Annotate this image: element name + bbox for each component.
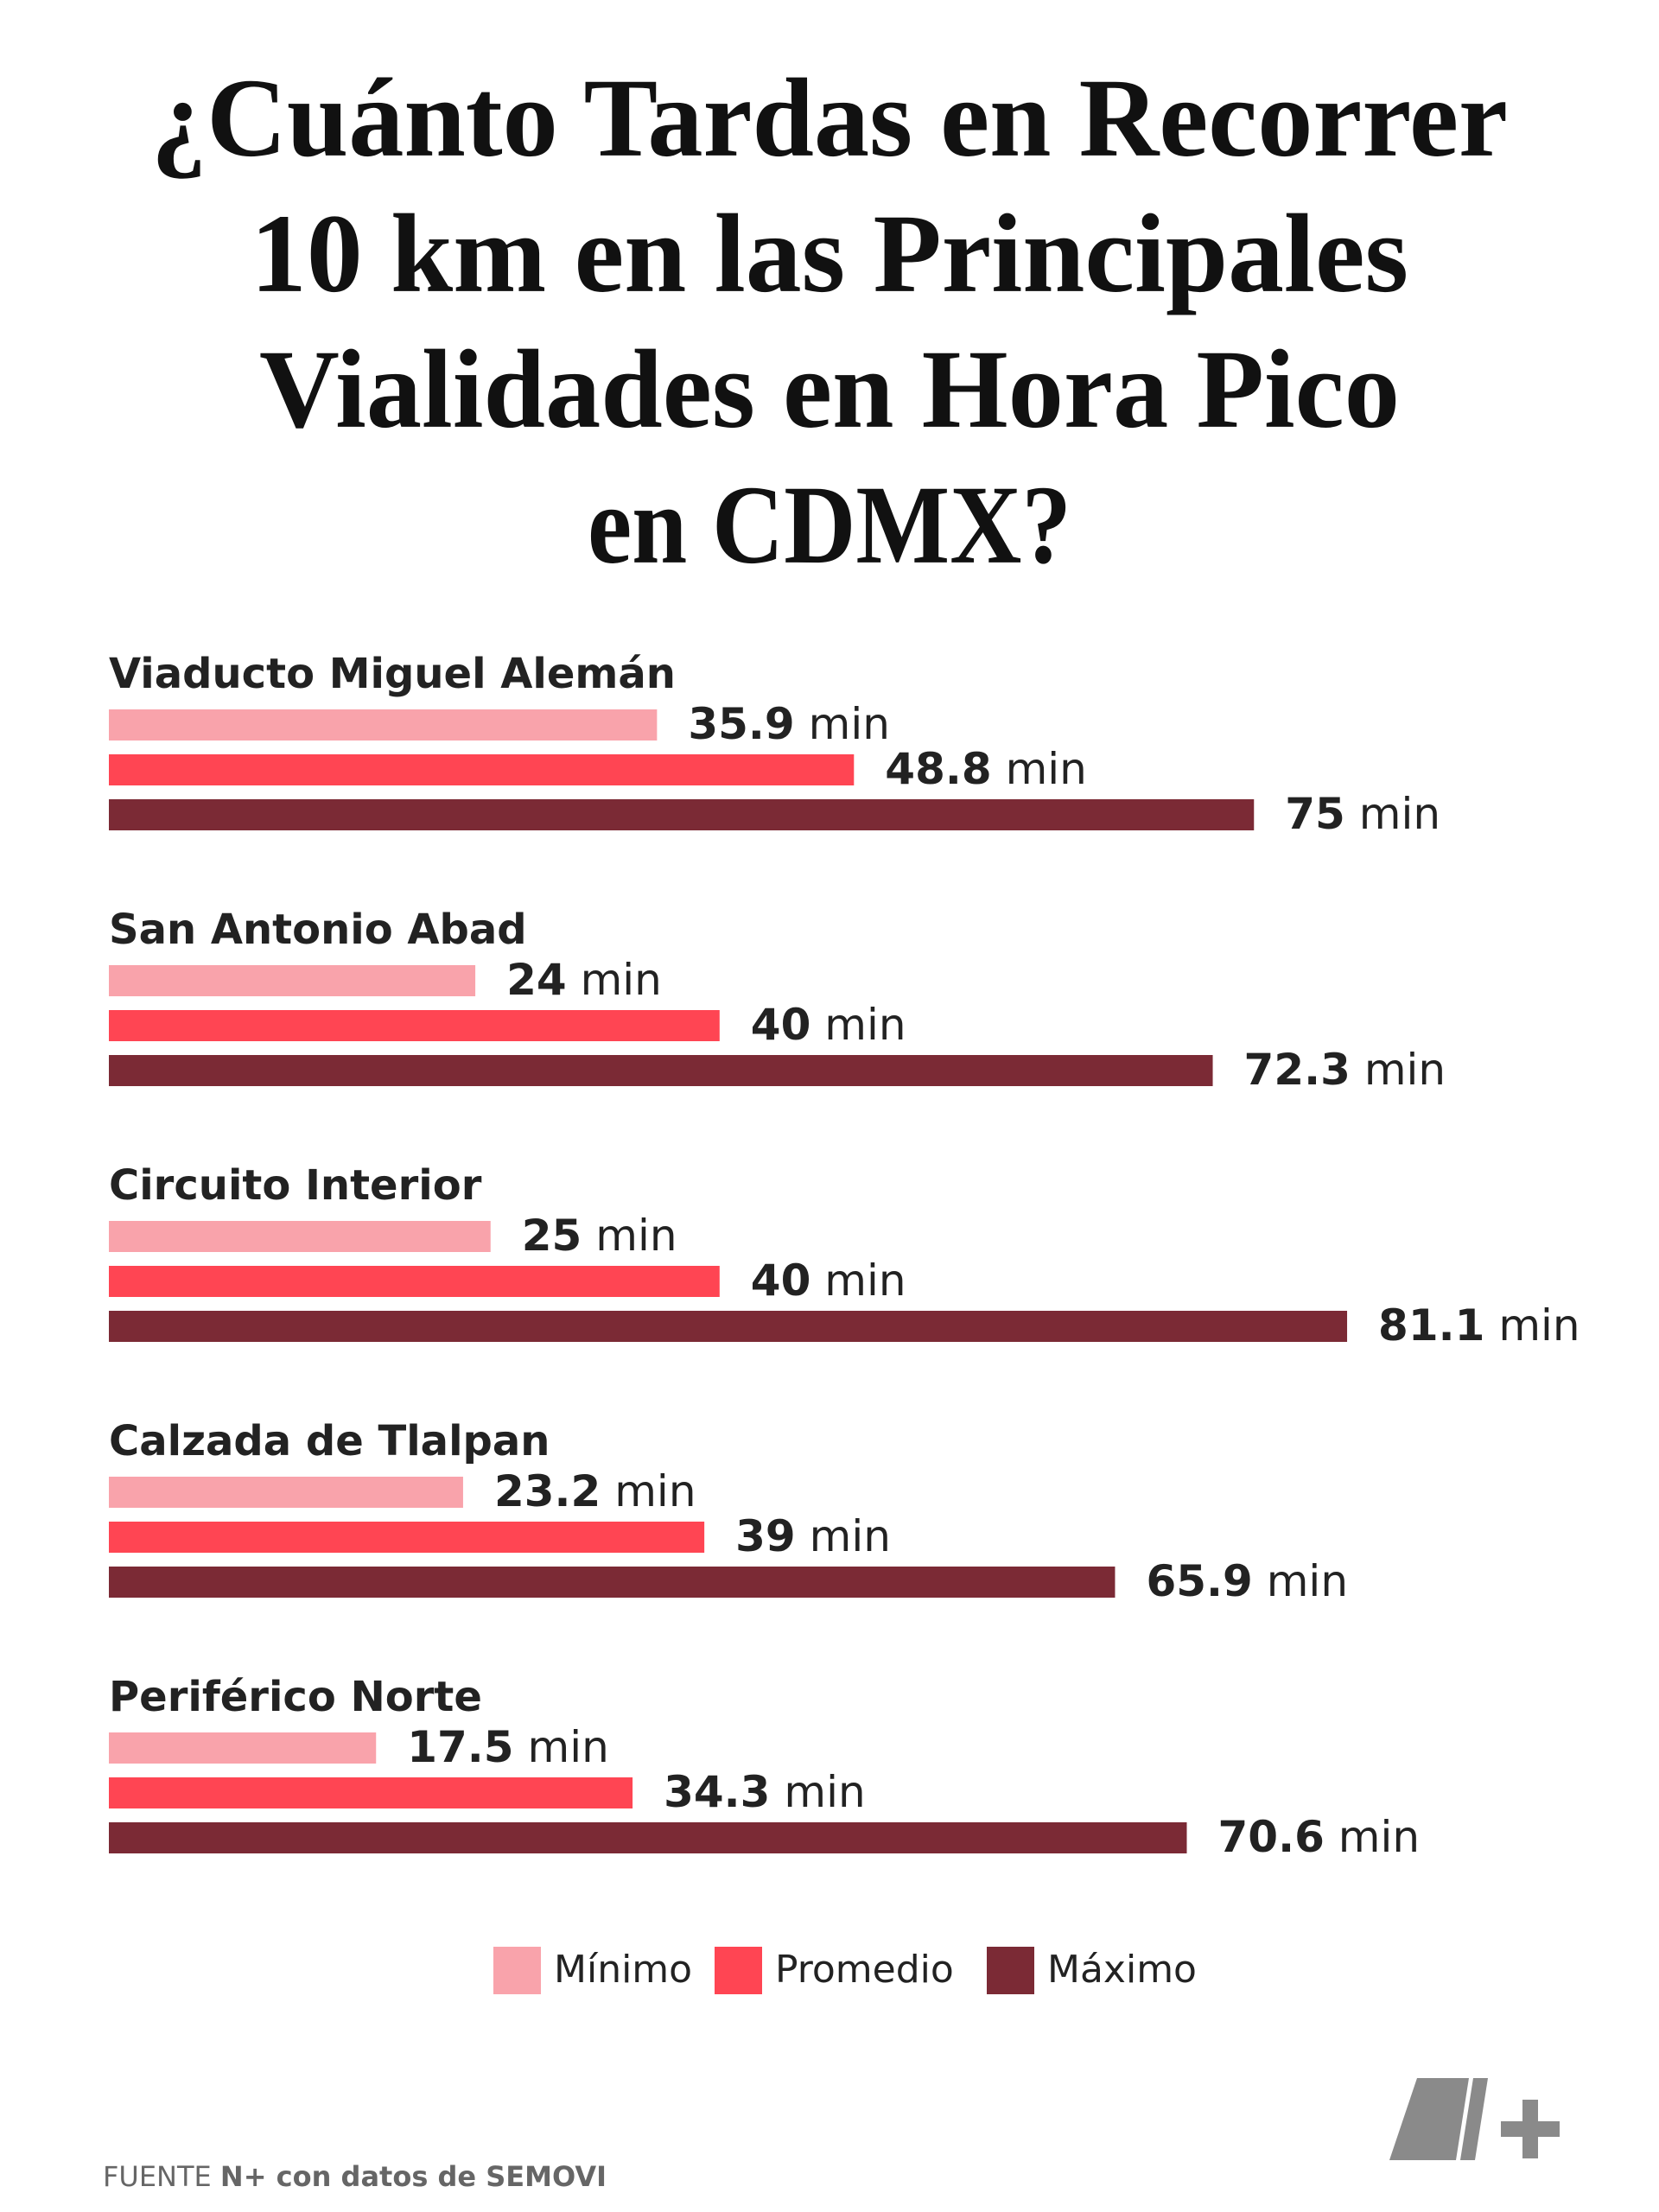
legend-swatch xyxy=(987,1947,1034,1994)
value-unit: min xyxy=(1006,744,1087,794)
value-unit: min xyxy=(1338,1812,1420,1862)
value-label: 17.5 min xyxy=(407,1722,609,1772)
value-label: 81.1 min xyxy=(1378,1300,1580,1351)
source-label: FUENTE xyxy=(103,2160,212,2193)
value-number: 34.3 xyxy=(664,1767,770,1817)
bar xyxy=(109,1266,720,1297)
value-number: 40 xyxy=(751,1000,811,1050)
value-unit: min xyxy=(824,1255,906,1306)
value-label: 35.9 min xyxy=(688,699,890,749)
value-label: 48.8 min xyxy=(885,744,1087,794)
legend-label: Promedio xyxy=(775,1948,954,1992)
value-number: 48.8 xyxy=(885,744,991,794)
logo-n xyxy=(1389,2078,1469,2160)
source-text: N+ con datos de SEMOVI xyxy=(220,2160,607,2193)
title-line: en CDMX? xyxy=(588,463,1071,588)
bar xyxy=(109,1522,705,1553)
source: FUENTE N+ con datos de SEMOVI xyxy=(103,2160,607,2193)
logo-n-bar xyxy=(1460,2078,1488,2160)
logo-plus-h xyxy=(1501,2121,1560,2137)
bar xyxy=(109,1010,720,1041)
value-unit: min xyxy=(614,1466,696,1516)
value-number: 40 xyxy=(751,1255,811,1306)
value-label: 70.6 min xyxy=(1218,1812,1421,1862)
value-unit: min xyxy=(824,1000,906,1050)
logo xyxy=(1389,2078,1560,2160)
value-number: 24 xyxy=(506,955,567,1005)
value-label: 40 min xyxy=(751,1255,906,1306)
value-label: 40 min xyxy=(751,1000,906,1050)
bar xyxy=(109,1567,1116,1598)
value-label: 75 min xyxy=(1285,789,1440,839)
value-unit: min xyxy=(784,1767,865,1817)
legend-label: Mínimo xyxy=(554,1948,692,1992)
value-number: 72.3 xyxy=(1244,1045,1351,1095)
bar xyxy=(109,1822,1187,1853)
value-number: 81.1 xyxy=(1378,1300,1484,1351)
bar xyxy=(109,1311,1348,1342)
title-line: ¿Cuánto Tardas en Recorrer xyxy=(151,56,1508,181)
value-label: 65.9 min xyxy=(1146,1556,1348,1606)
value-unit: min xyxy=(1359,789,1440,839)
bar xyxy=(109,1732,377,1764)
bar xyxy=(109,799,1255,830)
value-number: 65.9 xyxy=(1146,1556,1252,1606)
bar xyxy=(109,754,855,785)
value-unit: min xyxy=(1267,1556,1348,1606)
value-label: 23.2 min xyxy=(494,1466,696,1516)
category-label: Viaducto Miguel Alemán xyxy=(109,650,676,698)
value-number: 25 xyxy=(522,1211,582,1261)
value-label: 25 min xyxy=(522,1211,677,1261)
value-unit: min xyxy=(1498,1300,1580,1351)
value-number: 23.2 xyxy=(494,1466,601,1516)
value-unit: min xyxy=(809,699,890,749)
title-line: Vialidades en Hora Pico xyxy=(259,327,1400,452)
category-label: San Antonio Abad xyxy=(109,906,527,954)
value-label: 34.3 min xyxy=(664,1767,866,1817)
legend-label: Máximo xyxy=(1047,1948,1197,1992)
bar xyxy=(109,1221,491,1252)
title-line: 10 km en las Principales xyxy=(251,192,1408,316)
value-label: 39 min xyxy=(735,1511,891,1561)
bar xyxy=(109,965,476,996)
bar xyxy=(109,1055,1213,1086)
bar xyxy=(109,1777,633,1808)
bar xyxy=(109,1477,463,1508)
legend-swatch xyxy=(715,1947,762,1994)
value-number: 75 xyxy=(1285,789,1345,839)
value-number: 70.6 xyxy=(1218,1812,1325,1862)
value-unit: min xyxy=(528,1722,609,1772)
value-unit: min xyxy=(810,1511,891,1561)
category-label: Calzada de Tlalpan xyxy=(109,1417,550,1465)
value-number: 35.9 xyxy=(688,699,794,749)
value-unit: min xyxy=(1364,1045,1446,1095)
value-label: 72.3 min xyxy=(1244,1045,1446,1095)
value-unit: min xyxy=(581,955,662,1005)
value-number: 17.5 xyxy=(407,1722,513,1772)
value-number: 39 xyxy=(735,1511,796,1561)
value-label: 24 min xyxy=(506,955,662,1005)
category-label: Periférico Norte xyxy=(109,1673,482,1721)
value-unit: min xyxy=(595,1211,677,1261)
bar xyxy=(109,709,658,741)
legend-swatch xyxy=(493,1947,541,1994)
category-label: Circuito Interior xyxy=(109,1161,482,1210)
